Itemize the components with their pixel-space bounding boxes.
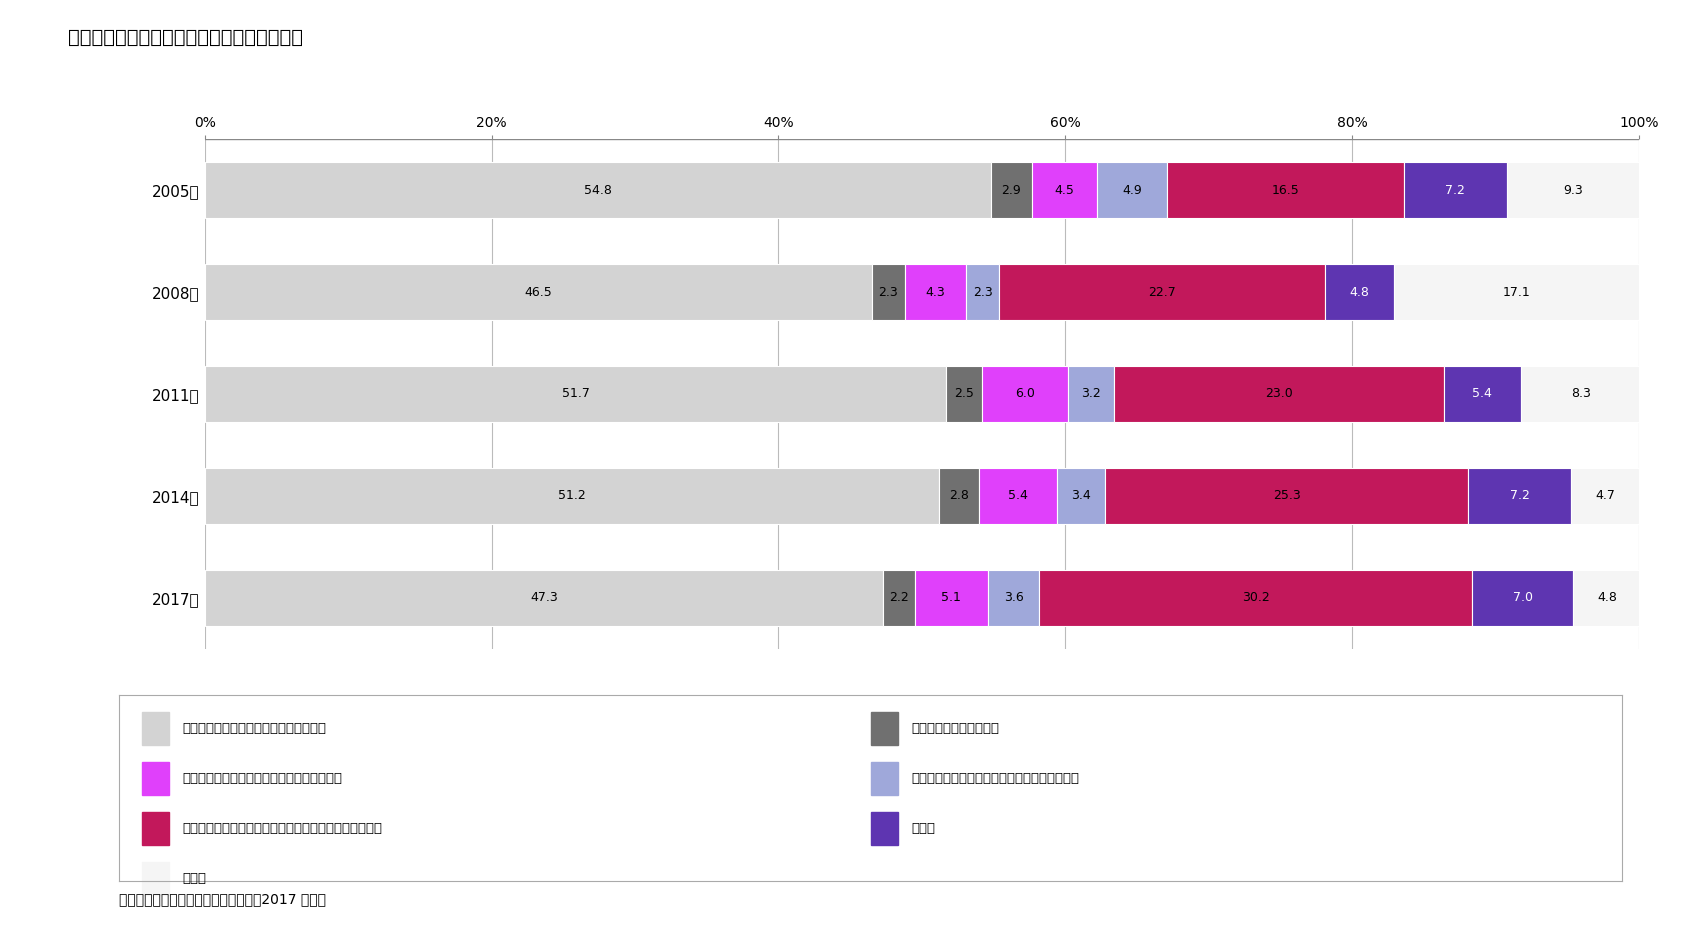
Bar xyxy=(205,468,939,524)
Bar xyxy=(872,264,905,320)
Bar xyxy=(871,812,898,845)
Bar xyxy=(1106,468,1468,524)
Text: 図表２　入院患者の今後の治療・療養の希望: 図表２ 入院患者の今後の治療・療養の希望 xyxy=(68,28,304,46)
Text: 51.7: 51.7 xyxy=(562,387,589,400)
Text: 7.2: 7.2 xyxy=(1509,489,1529,502)
Bar xyxy=(1096,162,1168,218)
Bar xyxy=(905,264,966,320)
Text: その他: その他 xyxy=(912,822,935,835)
Bar xyxy=(1521,366,1640,422)
Bar xyxy=(1057,468,1106,524)
Bar xyxy=(988,570,1040,626)
Bar xyxy=(1468,468,1572,524)
Text: 17.1: 17.1 xyxy=(1502,286,1529,298)
Bar xyxy=(1040,570,1473,626)
Bar xyxy=(980,468,1057,524)
Text: 51.2: 51.2 xyxy=(558,489,586,502)
Text: 4.8: 4.8 xyxy=(1349,286,1369,298)
Text: 2.5: 2.5 xyxy=(954,387,975,400)
Bar xyxy=(142,712,169,745)
Text: 7.0: 7.0 xyxy=(1512,591,1533,604)
Bar xyxy=(1393,264,1639,320)
Text: 3.6: 3.6 xyxy=(1004,591,1024,604)
Bar xyxy=(946,366,982,422)
Text: 25.3: 25.3 xyxy=(1273,489,1301,502)
Bar xyxy=(142,862,169,895)
Bar xyxy=(999,264,1325,320)
Text: 自宅で定期的な訪問を受けて治療・療養したい: 自宅で定期的な訪問を受けて治療・療養したい xyxy=(912,772,1079,785)
Text: 2.3: 2.3 xyxy=(877,286,898,298)
Text: 4.5: 4.5 xyxy=(1055,184,1074,197)
Bar xyxy=(990,162,1033,218)
Bar xyxy=(205,264,872,320)
Text: 7.2: 7.2 xyxy=(1446,184,1465,197)
Bar xyxy=(142,812,169,845)
Text: 8.3: 8.3 xyxy=(1570,387,1591,400)
Bar xyxy=(966,264,999,320)
Bar xyxy=(883,570,915,626)
Text: 無回答: 無回答 xyxy=(183,872,207,885)
Text: 5.4: 5.4 xyxy=(1007,489,1028,502)
Text: 30.2: 30.2 xyxy=(1243,591,1270,604)
Bar xyxy=(1572,468,1639,524)
Bar xyxy=(1444,366,1521,422)
Text: 4.8: 4.8 xyxy=(1598,591,1617,604)
Bar xyxy=(1507,162,1640,218)
Text: 他の病院等に転院したい: 他の病院等に転院したい xyxy=(912,722,999,735)
Text: 2.3: 2.3 xyxy=(973,286,992,298)
Bar xyxy=(205,570,883,626)
Bar xyxy=(1069,366,1115,422)
Text: 3.2: 3.2 xyxy=(1081,387,1101,400)
Text: 自宅から病院や診療所に通院しながら治療・療養したい: 自宅から病院や診療所に通院しながら治療・療養したい xyxy=(183,822,382,835)
Text: 9.3: 9.3 xyxy=(1564,184,1584,197)
Text: 46.5: 46.5 xyxy=(524,286,551,298)
Bar xyxy=(1033,162,1096,218)
Bar xyxy=(982,366,1069,422)
Text: 2.8: 2.8 xyxy=(949,489,970,502)
Bar xyxy=(205,162,990,218)
Text: 6.0: 6.0 xyxy=(1016,387,1034,400)
Text: 5.1: 5.1 xyxy=(941,591,961,604)
Text: 完治するまでこの病院に入院していたい: 完治するまでこの病院に入院していたい xyxy=(183,722,326,735)
Text: 22.7: 22.7 xyxy=(1149,286,1176,298)
Text: 3.4: 3.4 xyxy=(1070,489,1091,502)
Bar xyxy=(871,712,898,745)
Text: 2.2: 2.2 xyxy=(889,591,908,604)
Text: 2.9: 2.9 xyxy=(1002,184,1021,197)
Text: 16.5: 16.5 xyxy=(1272,184,1299,197)
Bar xyxy=(142,762,169,795)
Bar xyxy=(1473,570,1572,626)
Text: （資料）厚生労働省「受療行動調査（2017 年）」: （資料）厚生労働省「受療行動調査（2017 年）」 xyxy=(119,892,326,906)
Bar xyxy=(1403,162,1507,218)
Bar xyxy=(939,468,980,524)
Text: 54.8: 54.8 xyxy=(584,184,611,197)
Text: 5.4: 5.4 xyxy=(1473,387,1492,400)
Text: 23.0: 23.0 xyxy=(1265,387,1292,400)
Bar xyxy=(1325,264,1393,320)
Bar xyxy=(1168,162,1403,218)
Bar xyxy=(1572,570,1642,626)
Text: 4.3: 4.3 xyxy=(925,286,946,298)
Bar xyxy=(205,366,946,422)
Text: 介護を受けられる施設等で治療・療養したい: 介護を受けられる施設等で治療・療養したい xyxy=(183,772,343,785)
Text: 4.9: 4.9 xyxy=(1121,184,1142,197)
Bar xyxy=(915,570,988,626)
Text: 47.3: 47.3 xyxy=(531,591,558,604)
Bar xyxy=(1115,366,1444,422)
Bar xyxy=(871,762,898,795)
Text: 4.7: 4.7 xyxy=(1594,489,1615,502)
